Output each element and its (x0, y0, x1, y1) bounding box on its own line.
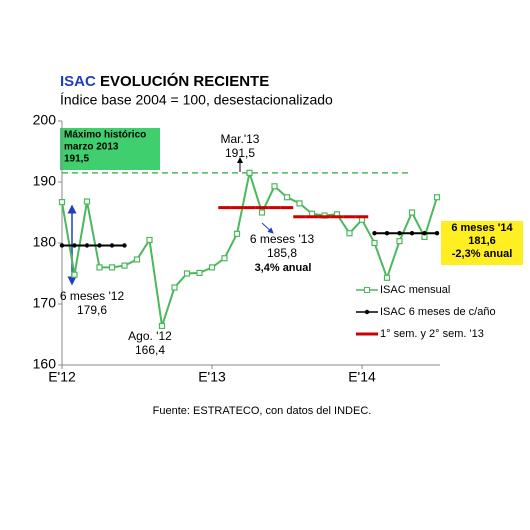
annotation: 6 meses '13 (250, 232, 315, 246)
point (409, 231, 415, 236)
point (108, 264, 116, 271)
y-tick-label: 180 (33, 234, 57, 250)
annotation: 191,5 (225, 146, 255, 160)
x-tick-label: E'14 (348, 369, 376, 385)
point (221, 255, 228, 262)
legend-label: ISAC mensual (380, 284, 450, 296)
point (122, 243, 127, 248)
annotation-box (60, 128, 160, 170)
point (434, 231, 440, 236)
point (84, 243, 90, 248)
annotation: 191,5 (64, 154, 89, 165)
annotation: Ago. '12 (128, 329, 172, 343)
point (83, 198, 91, 205)
annotation: 181,6 (468, 235, 496, 247)
annotation: 6 meses '14 (451, 222, 513, 234)
point (246, 169, 253, 176)
point (121, 262, 128, 269)
point (383, 274, 391, 281)
point (258, 209, 266, 216)
point (59, 243, 65, 248)
annotation: marzo 2013 (64, 142, 119, 153)
point (71, 271, 78, 278)
point (346, 230, 353, 237)
point (96, 264, 103, 271)
point (233, 230, 241, 237)
point (296, 200, 303, 207)
point (183, 270, 191, 277)
point (433, 194, 441, 201)
legend-swatch (364, 309, 370, 315)
point (396, 238, 403, 245)
annotation: 6 meses '12 (60, 289, 125, 303)
legend-swatch (364, 287, 370, 293)
chart-title: ISAC EVOLUCIÓN RECIENTE (60, 72, 269, 90)
point (384, 231, 390, 236)
y-tick-label: 160 (33, 356, 57, 372)
point (72, 243, 77, 248)
x-tick-label: E'12 (48, 369, 76, 385)
legend-label: ISAC 6 meses de c/año (380, 306, 496, 318)
point (397, 231, 402, 236)
annotation: Máximo histórico (64, 130, 146, 141)
annotation: 185,8 (267, 246, 297, 260)
point (271, 183, 278, 190)
y-tick-label: 170 (33, 295, 57, 311)
annotation-box (441, 221, 523, 265)
title-part: ISAC (60, 73, 96, 90)
point (133, 256, 141, 263)
point (158, 322, 166, 330)
point (58, 199, 66, 206)
arrow (261, 222, 274, 234)
point (146, 236, 153, 244)
point (208, 264, 216, 271)
point (408, 209, 416, 216)
point (109, 243, 115, 248)
annotation: Mar.'13 (221, 132, 260, 146)
y-tick-label: 200 (33, 112, 57, 128)
annotation: -2,3% anual (452, 248, 513, 260)
point (196, 269, 203, 276)
point (283, 194, 291, 201)
y-tick-label: 190 (33, 173, 57, 189)
x-tick-label: E'13 (198, 369, 226, 385)
legend-label: 1° sem. y 2° sem. '13 (380, 328, 484, 340)
annotation: 166,4 (135, 343, 165, 357)
chart-subtitle: Índice base 2004 = 100, desestacionaliza… (60, 92, 333, 108)
point (422, 231, 427, 236)
point (97, 243, 102, 248)
point (171, 284, 178, 291)
annotation: 179,6 (77, 303, 107, 317)
point (371, 239, 378, 247)
point (372, 231, 377, 236)
title-part: EVOLUCIÓN RECIENTE (100, 72, 269, 90)
source-note: Fuente: ESTRATECO, con datos del INDEC. (153, 405, 372, 417)
annotation: 3,4% anual (255, 262, 312, 274)
